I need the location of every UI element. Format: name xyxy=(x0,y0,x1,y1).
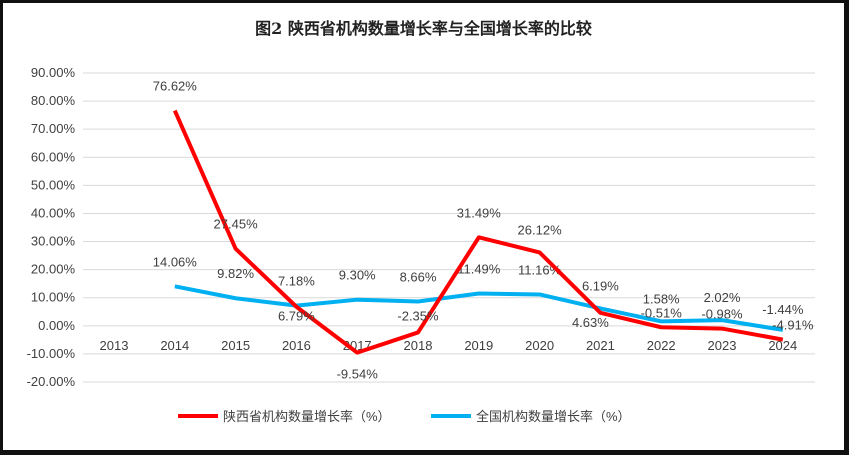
x-tick-label: 2018 xyxy=(404,338,433,353)
y-tick-label: 80.00% xyxy=(31,93,76,108)
legend-label-shaanxi: 陕西省机构数量增长率（%） xyxy=(223,409,391,424)
data-label: 2.02% xyxy=(704,290,741,305)
x-tick-label: 2022 xyxy=(647,338,676,353)
y-tick-label: 40.00% xyxy=(31,205,76,220)
data-label: 9.30% xyxy=(339,268,376,283)
y-tick-label: 30.00% xyxy=(31,234,76,249)
y-tick-label: 90.00% xyxy=(31,65,76,80)
data-label: -0.51% xyxy=(641,305,683,320)
data-label: -0.98% xyxy=(701,307,743,322)
data-label: 8.66% xyxy=(400,269,437,284)
data-label: 1.58% xyxy=(643,291,680,306)
line-chart: 90.00% 80.00% 70.00% 60.00% 50.00% 40.00% 30.0… xyxy=(27,65,815,424)
legend-label-national: 全国机构数量增长率（%） xyxy=(476,409,631,424)
y-tick-label: 0.00% xyxy=(38,318,75,333)
chart-title: 图2 陕西省机构数量增长率与全国增长率的比较 xyxy=(255,19,592,38)
x-tick-label: 2019 xyxy=(464,338,493,353)
data-label: 26.12% xyxy=(518,222,563,237)
data-label: 7.18% xyxy=(278,274,315,289)
series-line-shaanxi xyxy=(172,109,784,355)
x-tick-label: 2024 xyxy=(768,338,797,353)
data-label: 14.06% xyxy=(153,254,198,269)
x-tick-label: 2013 xyxy=(100,338,129,353)
x-tick-label: 2016 xyxy=(282,338,311,353)
x-tick-label: 2023 xyxy=(708,338,737,353)
data-label: -4.91% xyxy=(772,318,814,333)
data-label: -2.35% xyxy=(397,308,439,323)
y-tick-label: 10.00% xyxy=(31,290,76,305)
data-label: 76.62% xyxy=(153,79,198,94)
y-tick-label: 50.00% xyxy=(31,177,76,192)
data-label: 6.19% xyxy=(582,278,619,293)
data-label: 4.63% xyxy=(572,315,609,330)
data-label: -1.44% xyxy=(762,302,804,317)
y-tick-label: 70.00% xyxy=(31,121,76,136)
data-label: 27.45% xyxy=(214,217,259,232)
y-tick-label: 60.00% xyxy=(31,149,76,164)
data-label: 9.82% xyxy=(217,266,254,281)
x-tick-label: 2020 xyxy=(525,338,554,353)
y-tick-label: 20.00% xyxy=(31,262,76,277)
series-line-national xyxy=(174,284,784,332)
x-tick-label: 2015 xyxy=(221,338,250,353)
data-label: -9.54% xyxy=(337,367,379,382)
x-tick-label: 2014 xyxy=(160,338,189,353)
data-label: 31.49% xyxy=(457,205,502,220)
x-tick-label: 2021 xyxy=(586,338,615,353)
data-label: 6.79% xyxy=(278,309,315,324)
data-label: 11.49% xyxy=(457,262,501,277)
y-tick-label: -20.00% xyxy=(27,374,76,389)
y-tick-label: -10.00% xyxy=(27,346,76,361)
